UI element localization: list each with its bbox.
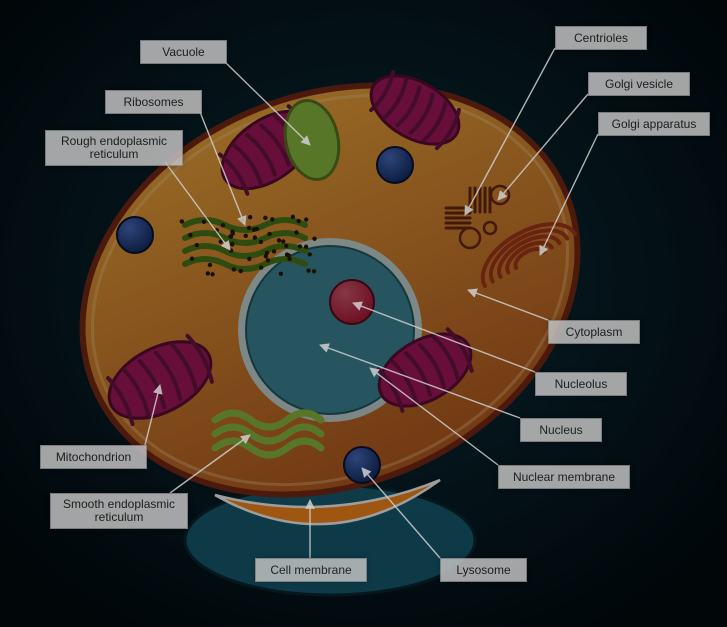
label-centrioles: Centrioles	[555, 26, 647, 50]
label-cytoplasm: Cytoplasm	[548, 320, 640, 344]
label-lysosome: Lysosome	[440, 558, 527, 582]
label-golgi_vesicle: Golgi vesicle	[588, 72, 690, 96]
cell-diagram: Vacuole Centrioles Ribosomes Golgi vesicle R…	[0, 0, 727, 627]
label-rough_er: Rough endoplasmic reticulum	[45, 130, 183, 166]
label-golgi: Golgi apparatus	[598, 112, 710, 136]
label-mitochondrion: Mitochondrion	[40, 445, 147, 469]
label-nucleus: Nucleus	[520, 418, 602, 442]
label-ribosomes: Ribosomes	[105, 90, 202, 114]
label-smooth_er: Smooth endoplasmic reticulum	[50, 493, 188, 529]
label-cell_memb: Cell membrane	[255, 558, 367, 582]
label-vacuole: Vacuole	[140, 40, 227, 64]
label-nuclear_memb: Nuclear membrane	[498, 465, 630, 489]
label-nucleolus: Nucleolus	[535, 372, 627, 396]
